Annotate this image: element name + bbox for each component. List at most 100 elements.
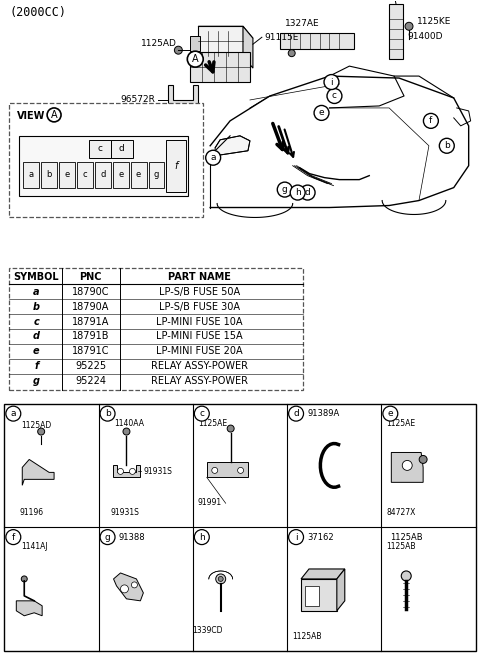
Text: 1125AB: 1125AB [386,542,416,551]
Circle shape [288,406,303,421]
Bar [280,33,354,49]
Text: 84727X: 84727X [386,508,416,517]
Text: A: A [192,54,199,64]
Bar [23,162,39,187]
Bar [89,140,111,158]
Polygon shape [112,466,140,477]
Text: 18791B: 18791B [72,331,109,341]
Text: 91388: 91388 [119,533,145,542]
Text: e: e [64,170,70,179]
Text: i: i [295,533,298,542]
Text: RELAY ASSY-POWER: RELAY ASSY-POWER [151,362,248,371]
Circle shape [6,530,21,544]
Bar [301,579,337,611]
Text: 91389A: 91389A [307,409,339,418]
Text: 91931S: 91931S [110,508,139,517]
Bar [113,162,129,187]
Bar [41,162,57,187]
Bar [167,140,186,191]
Circle shape [218,576,223,582]
Text: 1339CD: 1339CD [192,626,223,635]
Text: e: e [387,409,393,418]
Text: c: c [199,409,204,418]
Polygon shape [114,573,144,601]
Circle shape [194,530,209,544]
Circle shape [123,428,130,435]
Text: 1141AJ: 1141AJ [21,542,48,551]
Text: 1327AE: 1327AE [285,19,319,28]
Text: h: h [199,533,204,542]
Text: 18790C: 18790C [72,287,109,297]
Circle shape [227,425,234,432]
Circle shape [401,571,411,581]
Circle shape [120,585,129,593]
Text: 1140AA: 1140AA [115,419,144,428]
Text: e: e [136,170,141,179]
Text: 91400D: 91400D [407,31,443,41]
Bar [111,140,132,158]
Circle shape [277,182,292,197]
Circle shape [288,50,295,56]
Circle shape [383,406,398,421]
Text: c: c [332,92,337,100]
Text: a: a [29,170,34,179]
Text: 95224: 95224 [75,376,107,386]
Text: a: a [210,153,216,162]
Circle shape [6,406,21,421]
Text: 95225: 95225 [75,362,107,371]
Text: RELAY ASSY-POWER: RELAY ASSY-POWER [151,376,248,386]
Bar [59,162,75,187]
Polygon shape [337,569,345,611]
Text: 37162: 37162 [307,533,334,542]
Circle shape [212,468,218,474]
Text: 18790A: 18790A [72,301,109,312]
Circle shape [423,113,438,128]
Circle shape [206,150,221,165]
Text: 1125AD: 1125AD [21,421,51,430]
Circle shape [216,574,226,584]
Text: PART NAME: PART NAME [168,272,231,282]
Text: e: e [319,109,324,117]
Circle shape [419,455,427,464]
Circle shape [174,47,182,54]
Circle shape [194,406,209,421]
Circle shape [300,185,315,200]
Polygon shape [215,136,250,156]
Text: SYMBOL: SYMBOL [13,272,59,282]
Circle shape [130,468,135,474]
Text: LP-S/B FUSE 30A: LP-S/B FUSE 30A [159,301,240,312]
Text: a: a [33,287,39,297]
Text: 96572R: 96572R [120,96,156,104]
Text: LP-S/B FUSE 50A: LP-S/B FUSE 50A [159,287,240,297]
Text: 1125AD: 1125AD [141,39,177,48]
Text: f: f [429,117,432,125]
Bar [389,5,403,59]
Circle shape [21,576,27,582]
Text: d: d [100,170,106,179]
Text: d: d [33,331,40,341]
Text: 1125KE: 1125KE [417,17,451,26]
Circle shape [100,530,115,544]
Text: A: A [51,110,58,120]
Text: 1125AB: 1125AB [292,631,322,641]
Text: LP-MINI FUSE 20A: LP-MINI FUSE 20A [156,346,242,356]
Text: 91196: 91196 [19,508,43,517]
Circle shape [100,406,115,421]
Bar [4,403,476,650]
Text: 91991: 91991 [198,498,222,507]
Bar [148,162,165,187]
Text: b: b [33,301,40,312]
Text: d: d [119,144,125,153]
Text: g: g [33,376,40,386]
Bar [131,162,146,187]
Text: h: h [295,188,300,197]
Polygon shape [16,601,42,616]
Polygon shape [198,26,253,38]
Circle shape [288,530,303,544]
Circle shape [402,460,412,470]
Text: g: g [154,170,159,179]
Text: g: g [105,533,110,542]
Circle shape [47,108,61,122]
Bar [190,52,250,82]
Text: d: d [305,188,311,197]
